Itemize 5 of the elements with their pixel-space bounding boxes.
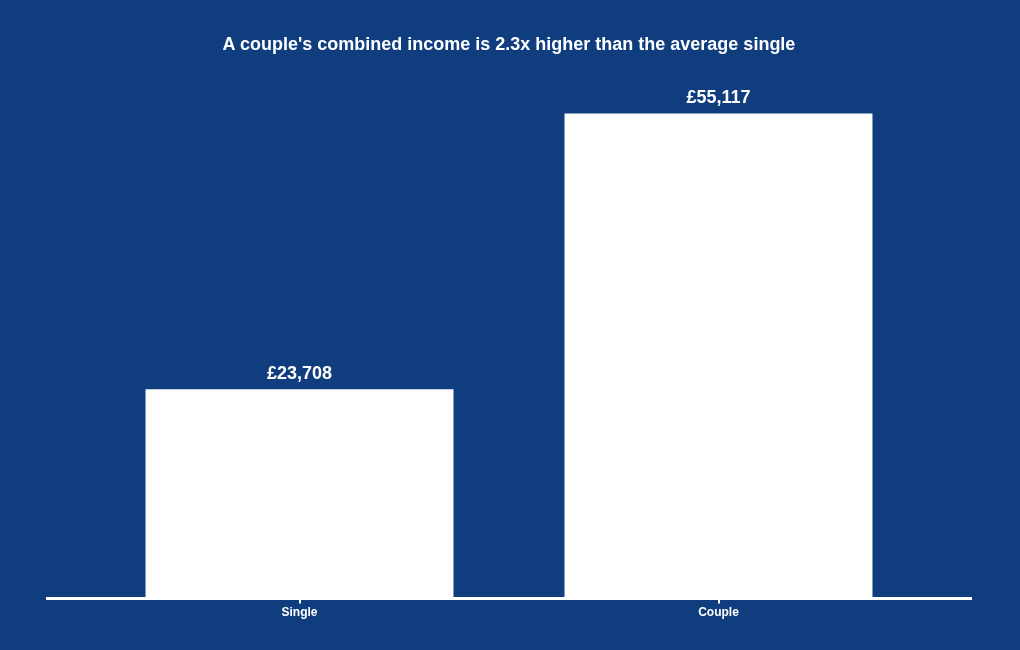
chart-title: A couple's combined income is 2.3x higher than the average single <box>222 33 796 54</box>
x-tick-label: Single <box>281 605 318 620</box>
data-label: £55,117 <box>686 87 751 108</box>
x-tick-label: Couple <box>698 605 740 620</box>
data-label: £23,708 <box>266 363 333 384</box>
